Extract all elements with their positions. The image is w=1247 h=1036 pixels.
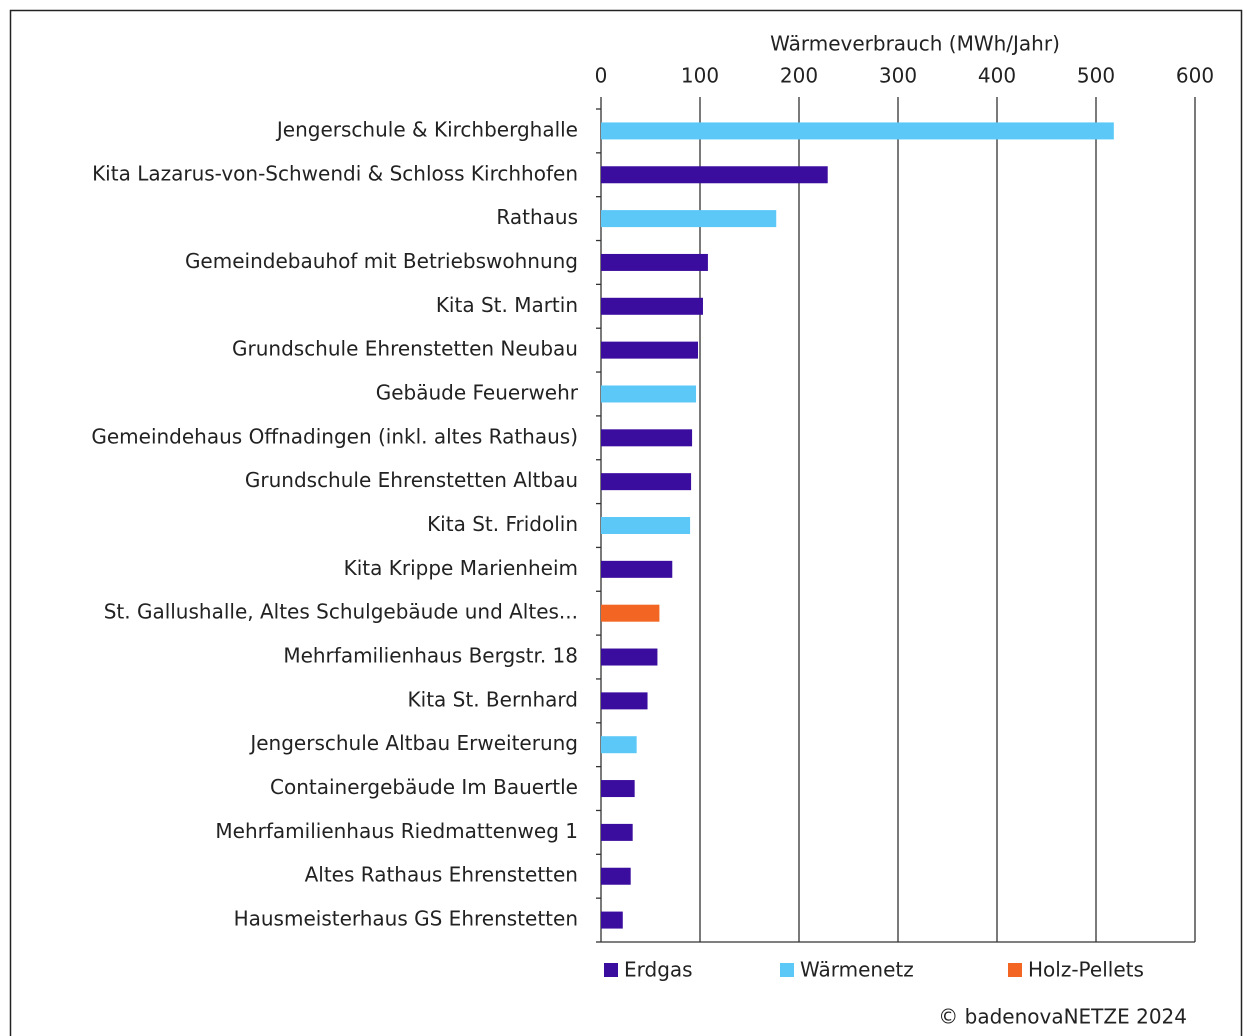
y-tick-label: Gemeindehaus Offnadingen (inkl. altes Ra… bbox=[91, 424, 578, 448]
x-tick-label: 500 bbox=[1077, 64, 1115, 88]
legend-label: Holz-Pellets bbox=[1028, 958, 1144, 982]
y-tick-label: Rathaus bbox=[496, 205, 578, 229]
y-tick-label: Kita St. Bernhard bbox=[408, 687, 578, 711]
y-tick-label: Containergebäude Im Bauertle bbox=[270, 775, 578, 799]
x-tick-label: 600 bbox=[1176, 64, 1214, 88]
bar bbox=[601, 911, 623, 929]
y-tick-label: Grundschule Ehrenstetten Neubau bbox=[232, 337, 578, 361]
y-tick-label: Jengerschule & Kirchberghalle bbox=[275, 117, 578, 141]
y-tick-label: Kita Lazarus-von-Schwendi & Schloss Kirc… bbox=[92, 161, 578, 185]
y-tick-label: Kita St. Martin bbox=[436, 293, 578, 317]
y-tick-label: Altes Rathaus Ehrenstetten bbox=[305, 863, 578, 887]
frame bbox=[9, 9, 1243, 1036]
axis-title: Wärmeverbrauch (MWh/Jahr) bbox=[770, 32, 1060, 56]
bar bbox=[601, 341, 699, 359]
bar bbox=[601, 166, 828, 184]
y-tick-label: Grundschule Ehrenstetten Altbau bbox=[245, 468, 578, 492]
bar bbox=[601, 780, 635, 798]
x-tick-label: 100 bbox=[681, 64, 719, 88]
legend-label: Wärmenetz bbox=[800, 958, 914, 982]
bar bbox=[601, 297, 703, 315]
x-tick-label: 200 bbox=[780, 64, 818, 88]
bar bbox=[601, 648, 658, 666]
x-tick-label: 0 bbox=[595, 64, 608, 88]
y-tick-label: Mehrfamilienhaus Bergstr. 18 bbox=[283, 644, 578, 668]
y-tick-label: Jengerschule Altbau Erweiterung bbox=[248, 731, 578, 755]
bar bbox=[601, 517, 691, 534]
y-tick-label: Mehrfamilienhaus Riedmattenweg 1 bbox=[215, 819, 578, 843]
y-tick-label: Gemeindebauhof mit Betriebswohnung bbox=[185, 249, 578, 273]
bar bbox=[601, 385, 697, 403]
bar bbox=[601, 473, 692, 491]
bar bbox=[601, 122, 1114, 140]
source: © badenovaNETZE 2024 bbox=[938, 1005, 1187, 1029]
y-tick-label: Gebäude Feuerwehr bbox=[376, 380, 579, 404]
bar bbox=[601, 210, 777, 228]
bar bbox=[601, 253, 708, 271]
legend-swatch bbox=[604, 963, 618, 977]
legend-swatch bbox=[780, 963, 794, 977]
y-tick-label: St. Gallushalle, Altes Schulgebäude und … bbox=[104, 600, 578, 624]
bar bbox=[601, 604, 660, 622]
bar bbox=[601, 736, 637, 754]
legend-swatch bbox=[1008, 963, 1022, 977]
x-tick-label: 400 bbox=[978, 64, 1016, 88]
bar bbox=[601, 429, 693, 447]
legend-label: Erdgas bbox=[624, 958, 693, 982]
x-tick-label: 300 bbox=[879, 64, 917, 88]
bar bbox=[601, 692, 648, 710]
bar bbox=[601, 867, 631, 885]
y-tick-label: Kita Krippe Marienheim bbox=[344, 556, 578, 580]
bar bbox=[601, 823, 633, 841]
y-tick-label: Kita St. Fridolin bbox=[427, 512, 578, 536]
bar bbox=[601, 560, 673, 578]
y-tick-label: Hausmeisterhaus GS Ehrenstetten bbox=[234, 907, 578, 931]
